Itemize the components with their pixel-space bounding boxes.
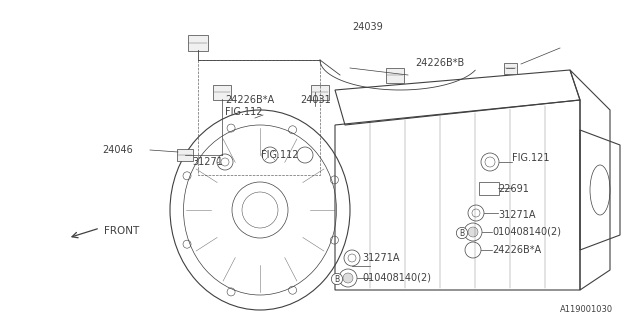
Text: FIG.121: FIG.121 xyxy=(512,153,550,163)
Text: FRONT: FRONT xyxy=(104,226,140,236)
Text: A119001030: A119001030 xyxy=(560,306,613,315)
Text: FIG.112: FIG.112 xyxy=(225,107,262,117)
FancyBboxPatch shape xyxy=(504,62,516,74)
Text: 24031: 24031 xyxy=(300,95,331,105)
Circle shape xyxy=(468,227,478,237)
Text: 010408140(2): 010408140(2) xyxy=(362,273,431,283)
Text: 31271: 31271 xyxy=(192,157,223,167)
FancyBboxPatch shape xyxy=(386,68,404,83)
FancyBboxPatch shape xyxy=(311,84,329,100)
FancyBboxPatch shape xyxy=(213,84,231,100)
Text: 24226B*A: 24226B*A xyxy=(225,95,274,105)
FancyBboxPatch shape xyxy=(177,149,193,161)
Text: 24226B*A: 24226B*A xyxy=(492,245,541,255)
Text: 24226B*B: 24226B*B xyxy=(415,58,464,68)
Text: 24039: 24039 xyxy=(352,22,383,32)
FancyBboxPatch shape xyxy=(188,35,208,51)
Text: FIG.112: FIG.112 xyxy=(261,150,298,160)
Text: 31271A: 31271A xyxy=(498,210,536,220)
Text: 22691: 22691 xyxy=(498,184,529,194)
Text: 31271A: 31271A xyxy=(362,253,399,263)
Text: 24046: 24046 xyxy=(102,145,132,155)
Text: B: B xyxy=(460,228,465,237)
Text: B: B xyxy=(335,275,340,284)
Circle shape xyxy=(343,273,353,283)
Text: 010408140(2): 010408140(2) xyxy=(492,227,561,237)
